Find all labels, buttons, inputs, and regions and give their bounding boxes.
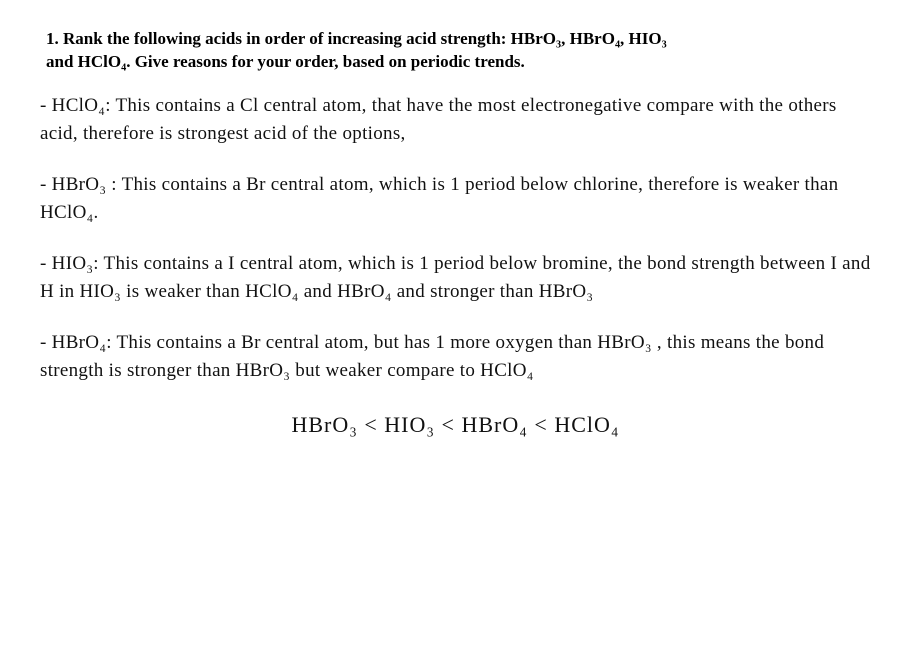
answer-hbro4: - HBrO₄: This contains a Br central atom… [40, 329, 871, 386]
answer-hbro3: - HBrO₃ : This contains a Br central ato… [40, 171, 871, 228]
handwritten-answer: - HClO₄: This contains a Cl central atom… [40, 92, 871, 441]
final-ranking: HBrO₃ < HIO₃ < HBrO₄ < HClO₄ [40, 408, 871, 441]
answer-hio3: - HIO₃: This contains a I central atom, … [40, 250, 871, 307]
question-line-1: 1. Rank the following acids in order of … [46, 28, 871, 51]
question-line-2: and HClO₄. Give reasons for your order, … [46, 51, 871, 74]
answer-hclo4: - HClO₄: This contains a Cl central atom… [40, 92, 871, 149]
question-text: 1. Rank the following acids in order of … [40, 28, 871, 74]
